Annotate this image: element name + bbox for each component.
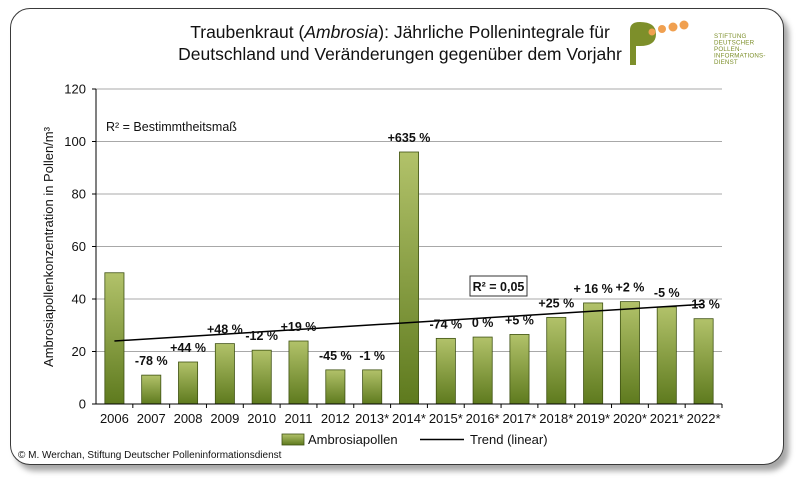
y-tick-label: 100 [64, 134, 86, 149]
x-tick-label: 2007 [137, 411, 166, 426]
data-label: +25 % [538, 296, 574, 310]
bar [214, 343, 235, 405]
x-tick-label: 2009 [210, 411, 239, 426]
x-tick-label: 2021* [650, 411, 684, 426]
x-tick-label: 2006 [100, 411, 129, 426]
data-label: +5 % [505, 313, 534, 327]
x-tick-label: 2022* [687, 411, 721, 426]
logo-text-4: INFORMATIONS- [714, 53, 766, 60]
data-label: -13 % [687, 298, 720, 312]
data-label: 0 % [472, 316, 494, 330]
bar [435, 337, 456, 405]
x-tick-label: 2011 [285, 411, 313, 426]
x-tick-label: 2019* [576, 411, 610, 426]
logo-text-2: DEUTSCHER [714, 40, 755, 47]
y-tick-label: 80 [72, 187, 86, 202]
data-label: + 16 % [573, 282, 612, 296]
trendline-group [114, 303, 704, 342]
r2-value: R² = 0,05 [473, 280, 525, 294]
x-tick-label: 2013* [355, 411, 389, 426]
x-tick-label: 2010 [247, 411, 276, 426]
x-tick-label: 2014* [392, 411, 426, 426]
x-tick-label: 2016* [466, 411, 500, 426]
bar [178, 361, 199, 405]
y-axis-label: Ambrosiapollenkonzentration in Pollen/m³ [41, 126, 56, 367]
r2-definition: R² = Bestimmtheitsmaß [106, 120, 237, 134]
data-label: +19 % [281, 320, 317, 334]
data-label: -12 % [245, 329, 278, 343]
copyright: © M. Werchan, Stiftung Deutscher Polleni… [18, 450, 282, 461]
bar [656, 306, 677, 405]
legend: Ambrosiapollen Trend (linear) [281, 432, 548, 447]
y-tick-label: 40 [72, 292, 86, 307]
bar [472, 336, 493, 405]
bar [399, 151, 419, 405]
r2-value-box [469, 275, 528, 297]
logo-text-5: DIENST [714, 59, 738, 66]
axes: 0 20 40 60 80 100 120 2006 2007 2008 2009 2010 2011 2… [64, 82, 723, 426]
logo-text-3: POLLEN- [714, 46, 742, 53]
data-label: -45 % [319, 349, 352, 363]
data-label: +48 % [207, 323, 243, 337]
bar [546, 316, 567, 405]
data-labels: -78 %+44 %+48 % -12 %+19 % -45 % -1 % +635 %… [135, 131, 720, 368]
logo-text-1: STIFTUNG [714, 33, 747, 40]
chart-title-line2: Deutschland und Veränderungen gegenüber … [178, 44, 622, 64]
data-label: -78 % [135, 354, 168, 368]
chart-frame [10, 8, 784, 465]
x-tick-label: 2018* [539, 411, 573, 426]
data-label: +635 % [388, 131, 431, 145]
trendline [114, 303, 704, 342]
bar [619, 301, 640, 405]
legend-label-trend: Trend (linear) [470, 432, 548, 447]
spid-logo: STIFTUNG DEUTSCHER POLLEN- INFORMATIONS-… [630, 20, 766, 66]
y-tick-label: 120 [64, 82, 86, 97]
data-label: -5 % [654, 286, 680, 300]
bar [325, 369, 346, 405]
data-label: -1 % [359, 349, 385, 363]
bar [104, 272, 125, 405]
x-tick-label: 2017* [502, 411, 536, 426]
bar [509, 334, 530, 405]
bar [141, 374, 162, 405]
legend-label-bars: Ambrosiapollen [308, 432, 398, 447]
chart-title-line1: Traubenkraut (Ambrosia): Jährliche Polle… [190, 22, 610, 42]
x-tick-label: 2020* [613, 411, 647, 426]
y-tick-label: 0 [79, 397, 86, 412]
y-tick-label: 20 [72, 344, 86, 359]
data-label: +44 % [170, 341, 206, 355]
x-tick-label: 2008 [174, 411, 203, 426]
bar [288, 340, 309, 405]
bar [693, 318, 714, 405]
data-label: -74 % [429, 317, 462, 331]
bar [362, 369, 383, 405]
x-tick-label: 2012 [321, 411, 350, 426]
bar [251, 349, 272, 405]
y-tick-label: 60 [72, 239, 86, 254]
x-tick-label: 2015* [429, 411, 463, 426]
legend-swatch-bars [281, 433, 305, 446]
data-label: +2 % [616, 281, 645, 295]
bar [583, 302, 604, 405]
bars [104, 151, 714, 405]
